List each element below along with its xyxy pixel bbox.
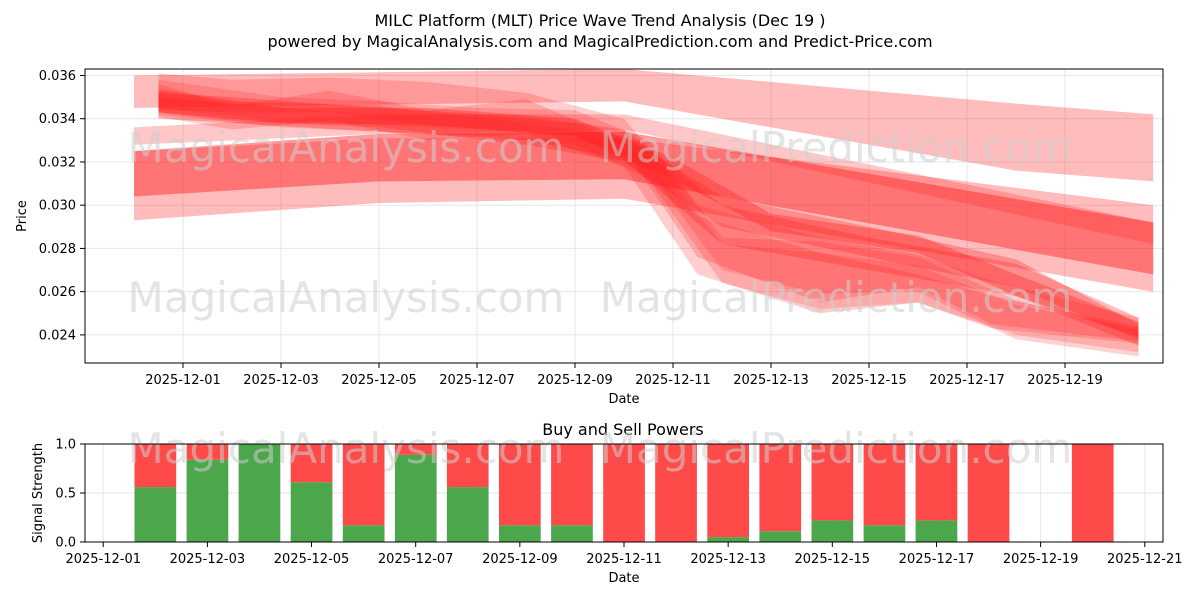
signal-y-axis-label: Signal Strength — [31, 443, 46, 543]
signal-y-axis: 0.0 0.5 1.0 — [55, 438, 85, 551]
signal-x-tick-label: 2025-12-03 — [170, 552, 246, 567]
price-y-tick-label: 0.024 — [39, 328, 76, 343]
buy-power-bar — [134, 487, 177, 542]
price-y-tick-label: 0.036 — [39, 69, 76, 84]
price-plot-frame — [84, 68, 1164, 364]
signal-x-tick-label: 2025-12-17 — [899, 552, 975, 567]
watermark-prediction-signal: MagicalPrediction.com — [600, 424, 1073, 473]
signal-y-tick-label: 0.0 — [55, 536, 76, 551]
signal-x-tick-label: 2025-12-13 — [690, 552, 766, 567]
price-wave-band — [158, 73, 1139, 342]
sell-power-bar — [863, 444, 906, 526]
signal-y-tick-label: 1.0 — [55, 438, 76, 453]
sell-power-bar — [707, 444, 749, 538]
price-wave-band — [134, 138, 1154, 292]
watermark-analysis-top: MagicalAnalysis.com — [128, 123, 565, 172]
price-x-tick-label: 2025-12-01 — [145, 373, 221, 388]
signal-x-tick-label: 2025-12-07 — [378, 552, 454, 567]
price-y-tick-label: 0.030 — [39, 199, 76, 214]
buy-power-bar — [811, 520, 854, 542]
watermark-group-main: MagicalAnalysis.com MagicalPrediction.co… — [128, 123, 1073, 322]
watermark-analysis-signal: MagicalAnalysis.com — [128, 424, 565, 473]
buy-power-bar — [342, 525, 385, 542]
watermark-analysis-bottom: MagicalAnalysis.com — [128, 273, 565, 322]
price-y-axis: 0.024 0.026 0.028 0.030 0.032 0.034 0.036 — [39, 69, 85, 343]
price-grid — [85, 69, 1163, 363]
price-y-tick-label: 0.028 — [39, 242, 76, 257]
chart-subtitle: powered by MagicalAnalysis.com and Magic… — [267, 32, 932, 51]
price-wave-band — [134, 114, 1154, 245]
price-x-tick-label: 2025-12-09 — [537, 373, 613, 388]
buy-power-bar — [915, 520, 958, 542]
buy-power-bar — [863, 525, 906, 542]
sell-power-bar — [655, 444, 697, 542]
price-x-tick-label: 2025-12-03 — [243, 373, 319, 388]
signal-x-axis-label: Date — [608, 571, 639, 586]
price-wave-band — [158, 79, 1139, 357]
watermark-prediction-top: MagicalPrediction.com — [600, 123, 1073, 172]
signal-bars — [134, 444, 1114, 542]
buy-power-bar — [446, 487, 489, 542]
price-x-axis-label: Date — [608, 392, 639, 407]
watermark-group-signal: MagicalAnalysis.com MagicalPrediction.co… — [128, 424, 1073, 473]
signal-x-tick-label: 2025-12-09 — [482, 552, 558, 567]
sell-power-bar — [134, 444, 177, 488]
sell-power-bar — [811, 444, 854, 521]
signal-x-tick-label: 2025-12-19 — [1003, 552, 1079, 567]
price-x-tick-label: 2025-12-15 — [831, 373, 907, 388]
price-y-tick-label: 0.034 — [39, 112, 76, 127]
buy-power-bar — [707, 537, 749, 542]
price-wave-band — [158, 84, 1139, 344]
buy-power-bar — [394, 454, 437, 542]
chart-title: MILC Platform (MLT) Price Wave Trend Ana… — [374, 11, 825, 30]
sell-power-bar — [1071, 444, 1114, 542]
signal-x-tick-label: 2025-12-11 — [586, 552, 662, 567]
sell-power-bar — [551, 444, 593, 526]
sell-power-bar — [603, 444, 645, 542]
buy-power-bar — [290, 482, 333, 542]
price-wave-band — [158, 88, 1139, 353]
price-y-axis-label: Price — [15, 200, 30, 232]
price-x-tick-label: 2025-12-19 — [1027, 373, 1103, 388]
buy-power-bar — [499, 525, 541, 542]
price-y-tick-label: 0.032 — [39, 155, 76, 170]
buy-power-bar — [186, 459, 229, 542]
price-wave-band — [134, 69, 1154, 182]
sell-power-bar — [342, 444, 385, 526]
sell-power-bar — [967, 444, 1010, 542]
buy-power-bar — [238, 444, 281, 542]
price-x-tick-label: 2025-12-07 — [439, 373, 515, 388]
watermark-prediction-bottom: MagicalPrediction.com — [600, 273, 1073, 322]
signal-chart-title: Buy and Sell Powers — [542, 420, 704, 439]
price-x-tick-label: 2025-12-05 — [341, 373, 417, 388]
signal-x-tick-label: 2025-12-21 — [1107, 552, 1183, 567]
price-x-tick-label: 2025-12-17 — [929, 373, 1005, 388]
signal-x-tick-label: 2025-12-15 — [795, 552, 871, 567]
price-y-tick-label: 0.026 — [39, 285, 76, 300]
sell-power-bar — [394, 444, 437, 455]
price-wave-band — [158, 90, 1139, 340]
sell-power-bar — [186, 444, 229, 460]
price-x-tick-label: 2025-12-13 — [733, 373, 809, 388]
signal-x-tick-label: 2025-12-01 — [65, 552, 141, 567]
sell-power-bar — [290, 444, 333, 483]
sell-power-bar — [499, 444, 541, 526]
signal-x-tick-label: 2025-12-05 — [274, 552, 350, 567]
sell-power-bar — [915, 444, 958, 521]
price-wave-band — [134, 131, 1154, 275]
signal-x-axis: 2025-12-01 2025-12-03 2025-12-05 2025-12-07… — [65, 542, 1183, 567]
price-x-axis: 2025-12-01 2025-12-03 2025-12-05 2025-12-07… — [145, 363, 1103, 388]
price-x-tick-label: 2025-12-11 — [635, 373, 711, 388]
buy-power-bar — [551, 525, 593, 542]
sell-power-bar — [759, 444, 802, 532]
sell-power-bar — [446, 444, 489, 488]
price-wave-band — [158, 92, 1139, 346]
buy-power-bar — [759, 531, 802, 542]
price-wave-bands — [134, 69, 1154, 357]
signal-y-tick-label: 0.5 — [55, 487, 76, 502]
